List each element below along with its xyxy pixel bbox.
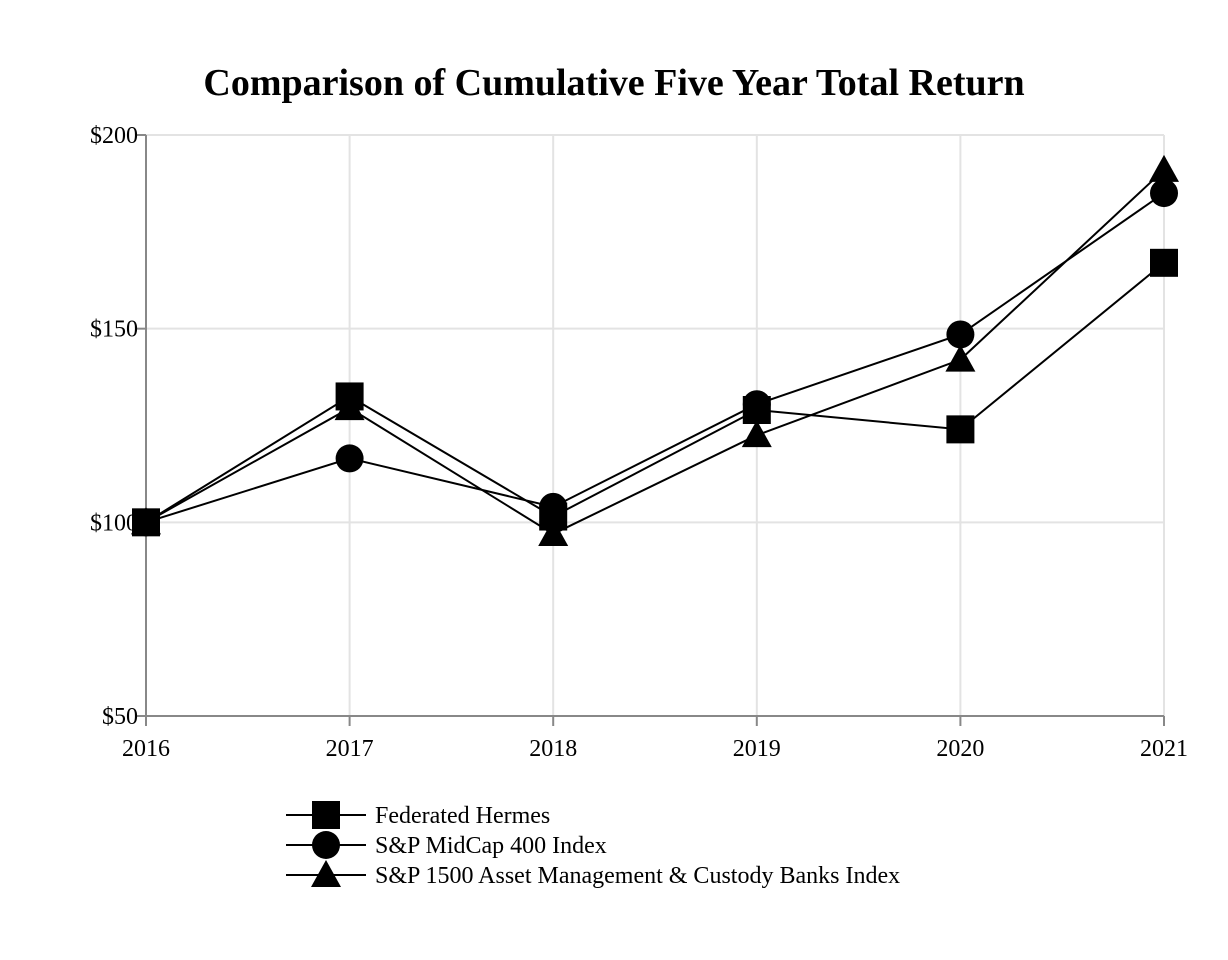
series-line bbox=[145, 169, 1165, 536]
x-tick-label: 2019 bbox=[733, 736, 781, 762]
y-tick-label: $150 bbox=[90, 317, 138, 343]
x-tick-label: 2016 bbox=[122, 736, 170, 762]
y-tick-label: $100 bbox=[90, 510, 138, 536]
legend-label: S&P 1500 Asset Management & Custody Bank… bbox=[375, 863, 900, 889]
legend-label: S&P MidCap 400 Index bbox=[375, 833, 607, 859]
chart-title: Comparison of Cumulative Five Year Total… bbox=[203, 62, 1024, 104]
data-point-circle bbox=[1150, 179, 1178, 208]
data-point-square bbox=[539, 502, 568, 531]
data-point-circle bbox=[946, 320, 975, 349]
y-tick-label: $50 bbox=[102, 704, 138, 730]
series-line bbox=[145, 262, 1165, 524]
data-point-circle bbox=[335, 444, 364, 473]
legend-marker-square bbox=[312, 801, 340, 829]
data-point-square bbox=[946, 415, 975, 444]
data-point-triangle bbox=[538, 518, 569, 546]
y-axis-tick-labels: $50 $100 $150 $200 bbox=[90, 123, 138, 730]
x-tick-label: 2020 bbox=[936, 736, 984, 762]
legend-marker-circle bbox=[312, 831, 340, 859]
data-point-square bbox=[335, 382, 364, 411]
grid-lines bbox=[146, 134, 1165, 716]
data-point-square bbox=[742, 396, 771, 425]
x-axis-tick-labels: 2016 2017 2018 2019 2020 2021 bbox=[122, 736, 1188, 762]
series-line bbox=[145, 192, 1165, 524]
x-tick-label: 2017 bbox=[326, 736, 374, 762]
data-point-square bbox=[132, 508, 160, 537]
y-tick-label: $200 bbox=[90, 123, 138, 149]
legend: Federated Hermes S&P MidCap 400 Index S&P … bbox=[286, 801, 900, 889]
legend-marker-triangle bbox=[311, 860, 341, 887]
data-point-triangle bbox=[945, 344, 976, 372]
series-lines bbox=[131, 154, 1179, 546]
data-point-triangle bbox=[1149, 154, 1179, 182]
axes bbox=[136, 134, 1165, 726]
x-tick-label: 2018 bbox=[529, 736, 577, 762]
x-tick-label: 2021 bbox=[1140, 736, 1188, 762]
legend-label: Federated Hermes bbox=[375, 803, 550, 829]
data-point-square bbox=[1150, 248, 1178, 277]
data-point-triangle bbox=[741, 420, 772, 448]
